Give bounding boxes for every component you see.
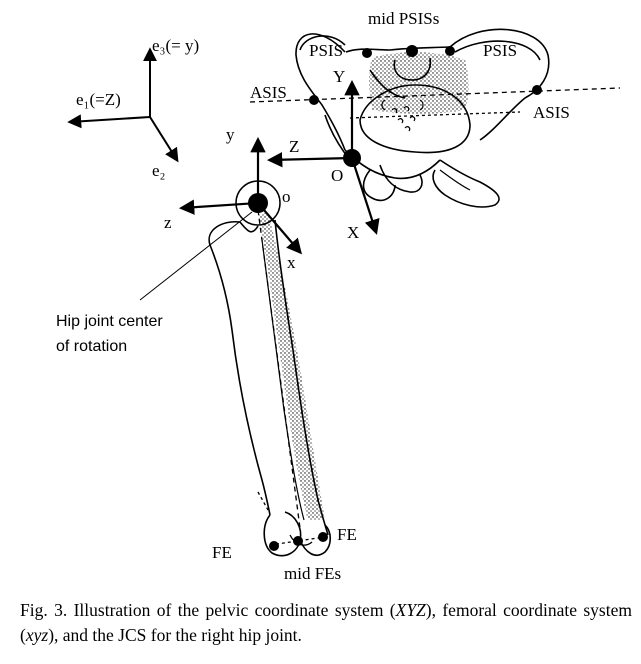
femur-landmarks [269, 532, 328, 551]
asis-right-label: ASIS [533, 103, 570, 122]
pelvic-y-label: Y [333, 67, 345, 86]
hip-center-label-line2: of rotation [56, 338, 127, 355]
pelvis-drawing [295, 28, 550, 208]
e1-label: e₁(=Z) [76, 90, 121, 109]
global-axes: e₃(= y) e₁(=Z) e₂ [67, 36, 199, 180]
femoral-axes [178, 136, 303, 255]
femoral-z-label: z [164, 213, 172, 232]
asis-dashed-line [249, 87, 621, 103]
femoral-y-label: y [226, 125, 235, 144]
pelvic-z-label: Z [289, 137, 299, 156]
figure-caption: Fig. 3. Illustration of the pelvic coord… [20, 598, 632, 648]
caption-prefix: Fig. 3. Illustration of the pelvic coord… [20, 600, 396, 620]
femoral-origin-label: o [282, 187, 291, 206]
psis-right-point [445, 46, 455, 56]
psis-reference-line [349, 111, 521, 119]
asis-left-point [309, 95, 319, 105]
e2-axis-arrow [149, 116, 179, 163]
fe-right-label: FE [337, 525, 357, 544]
e3-label: e₃(= y) [152, 36, 199, 55]
e2-label: e₂ [152, 161, 165, 180]
mid-psis-label: mid PSISs [368, 9, 439, 28]
hip-center-label-line1: Hip joint center [56, 313, 163, 330]
caption-pelvic-symbol: XYZ [395, 600, 426, 620]
fe-right-point [318, 532, 328, 542]
mid-fes-label: mid FEs [284, 564, 341, 583]
caption-middle: ), femoral coordinate system ( [20, 600, 632, 645]
fe-left-label: FE [212, 543, 232, 562]
asis-left-label: ASIS [250, 83, 287, 102]
mid-psis-point [406, 45, 418, 57]
pelvic-x-label: X [347, 223, 359, 242]
pelvis-landmarks [309, 45, 542, 105]
pelvic-x-axis-arrow [350, 157, 380, 235]
pelvic-origin-point [343, 149, 361, 167]
caption-femoral-symbol: xyz [25, 625, 49, 645]
fe-left-point [269, 541, 279, 551]
femur-labels: y z x o Hip joint center of rotation FE … [56, 125, 357, 583]
e1-axis-arrow [67, 114, 151, 129]
psis-left-point [362, 48, 372, 58]
femoral-z-axis-arrow [178, 199, 259, 215]
pelvic-axes [266, 79, 380, 235]
psis-left-label: PSIS [309, 41, 343, 60]
asis-right-point [532, 85, 542, 95]
pelvic-origin-label: O [331, 166, 343, 185]
hip-center-leader-line [139, 211, 253, 301]
femur-drawing [208, 180, 332, 557]
pelvis-labels: mid PSISs PSIS PSIS ASIS ASIS Y Z X O [250, 9, 570, 242]
mid-fes-point [293, 536, 303, 546]
hip-joint-center-point [248, 193, 268, 213]
pelvic-z-axis-arrow [266, 152, 353, 168]
caption-suffix: ), and the JCS for the right hip joint. [48, 625, 302, 645]
femoral-x-label: x [287, 253, 296, 272]
psis-right-label: PSIS [483, 41, 517, 60]
femoral-x-axis-arrow [257, 202, 303, 255]
